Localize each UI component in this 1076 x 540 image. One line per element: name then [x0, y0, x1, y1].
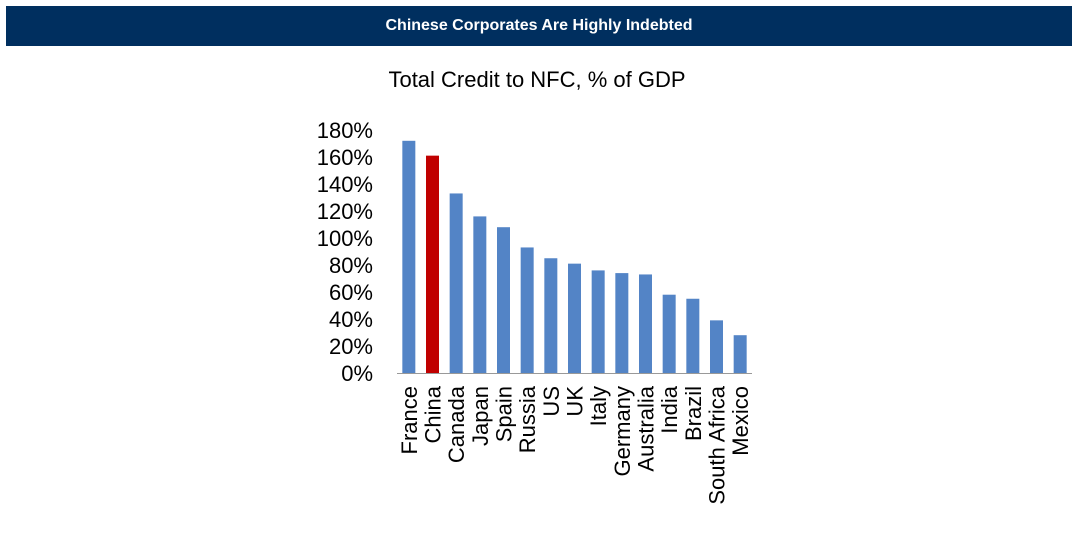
y-tick-label: 160% [317, 145, 373, 170]
y-tick-label: 80% [329, 253, 373, 278]
x-tick-label: UK [563, 386, 588, 417]
bar-japan [473, 216, 487, 373]
y-tick-label: 0% [341, 361, 373, 386]
x-tick-label: Mexico [728, 386, 753, 456]
y-tick-label: 40% [329, 307, 373, 332]
x-tick-label: Spain [492, 386, 517, 442]
y-tick-label: 100% [317, 226, 373, 251]
page-title: Chinese Corporates Are Highly Indebted [385, 17, 693, 34]
x-tick-label: India [657, 385, 682, 433]
bar-france [402, 140, 416, 373]
x-tick-label: France [397, 386, 422, 454]
bar-china [426, 155, 439, 373]
bar-uk [568, 263, 581, 373]
y-tick-label: 60% [329, 280, 373, 305]
bar-russia [520, 247, 534, 373]
header-banner: Chinese Corporates Are Highly Indebted [6, 6, 1072, 46]
bar-canada [449, 193, 463, 373]
chart-title: Total Credit to NFC, % of GDP [388, 67, 685, 92]
bar-india [662, 294, 676, 373]
bar-mexico [733, 335, 747, 373]
y-tick-label: 180% [317, 118, 373, 143]
x-tick-label: Japan [468, 386, 493, 446]
x-tick-label: Australia [634, 385, 659, 471]
x-axis-labels: FranceChinaCanadaJapanSpainRussiaUSUKIta… [397, 385, 753, 504]
x-tick-label: Brazil [681, 386, 706, 441]
bar-italy [591, 270, 605, 373]
x-tick-label: South Africa [705, 385, 730, 504]
bar-south-africa [710, 320, 723, 373]
bar-australia [639, 274, 652, 373]
x-tick-label: Germany [610, 386, 635, 476]
x-tick-label: Russia [515, 385, 540, 453]
y-tick-label: 140% [317, 172, 373, 197]
bar-brazil [686, 298, 700, 373]
bar-us [544, 258, 558, 373]
x-tick-label: US [539, 386, 564, 417]
x-tick-label: China [421, 385, 446, 443]
y-tick-label: 120% [317, 199, 373, 224]
x-tick-label: Italy [586, 386, 611, 426]
y-tick-label: 20% [329, 334, 373, 359]
x-tick-label: Canada [444, 385, 469, 463]
bar-spain [497, 227, 510, 373]
bars [402, 140, 747, 373]
bar-germany [615, 273, 629, 373]
y-axis-labels: 0%20%40%60%80%100%120%140%160%180% [317, 118, 373, 386]
